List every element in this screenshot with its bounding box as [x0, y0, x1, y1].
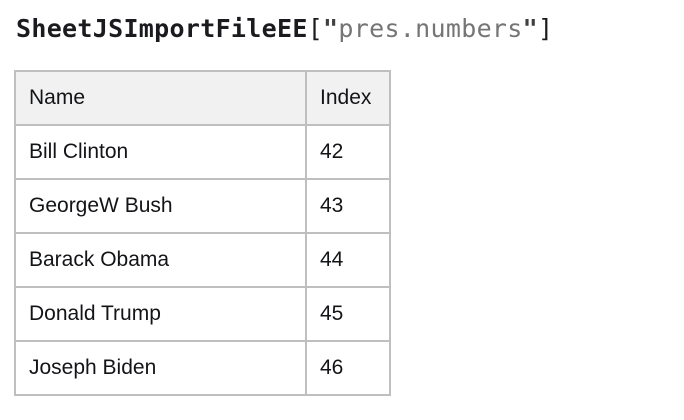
column-header-name: Name [14, 70, 307, 126]
presidents-table: Name Index Bill Clinton 42 GeorgeW Bush … [14, 70, 391, 396]
title-function-name: SheetJSImportFileEE [16, 14, 308, 43]
title-bracket-open: [ [307, 14, 324, 43]
title-bracket-close: ] [537, 14, 554, 43]
page: SheetJSImportFileEE["pres.numbers"] Name… [14, 12, 684, 396]
table-row: Donald Trump 45 [14, 286, 391, 342]
table-header: Name Index [14, 70, 391, 126]
cell-index: 42 [305, 124, 391, 180]
cell-index: 45 [305, 286, 391, 342]
page-title: SheetJSImportFileEE["pres.numbers"] [16, 12, 684, 46]
table-body: Bill Clinton 42 GeorgeW Bush 43 Barack O… [14, 124, 391, 396]
table-header-row: Name Index [14, 70, 391, 126]
cell-name: Donald Trump [14, 286, 307, 342]
cell-name: Barack Obama [14, 232, 307, 288]
table-row: Barack Obama 44 [14, 232, 391, 288]
cell-index: 43 [305, 178, 391, 234]
cell-name: Joseph Biden [14, 340, 307, 396]
column-header-index: Index [305, 70, 391, 126]
table-row: Joseph Biden 46 [14, 340, 391, 396]
cell-name: GeorgeW Bush [14, 178, 307, 234]
table-row: Bill Clinton 42 [14, 124, 391, 180]
cell-name: Bill Clinton [14, 124, 307, 180]
title-quote-close: " [522, 14, 538, 43]
cell-index: 44 [305, 232, 391, 288]
table-row: GeorgeW Bush 43 [14, 178, 391, 234]
title-quote-open: " [323, 14, 339, 43]
cell-index: 46 [305, 340, 391, 396]
title-file-name: pres.numbers [338, 14, 523, 43]
